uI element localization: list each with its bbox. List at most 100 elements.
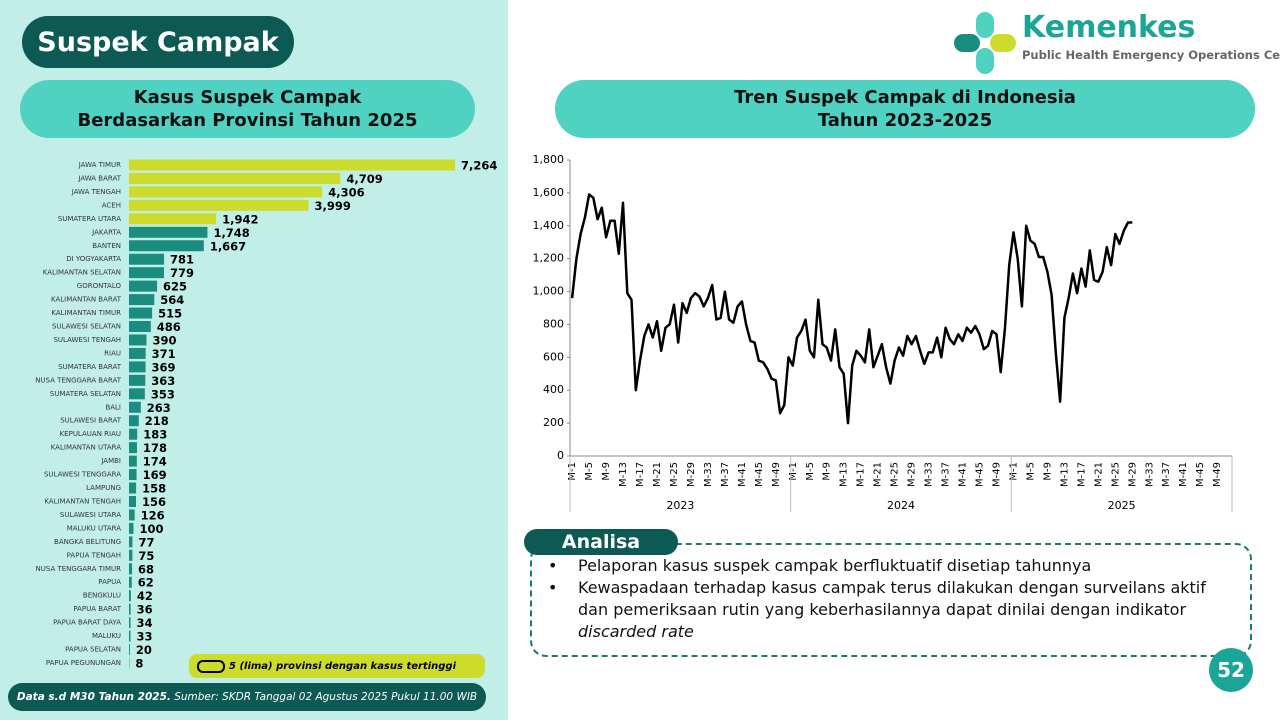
- x-tick-label: M-25: [669, 462, 680, 487]
- value-label: 1,667: [210, 239, 246, 253]
- category-label: BANGKA BELITUNG: [54, 538, 121, 546]
- slide-title: Suspek Campak: [22, 16, 294, 68]
- x-tick-label: M-9: [822, 462, 833, 481]
- bullet-emphasis: discarded rate: [578, 622, 694, 641]
- value-label: 486: [157, 320, 181, 334]
- category-label: PAPUA: [98, 578, 121, 586]
- note-icon: [197, 659, 225, 673]
- category-label: SULAWESI UTARA: [60, 511, 121, 519]
- value-label: 178: [143, 441, 167, 455]
- x-tick-label: M-21: [652, 462, 663, 487]
- value-label: 515: [158, 307, 182, 321]
- bullet-text: Kewaspadaan terhadap kasus campak terus …: [578, 578, 1206, 619]
- category-label: BALI: [105, 403, 121, 411]
- note: 5 (lima) provinsi dengan kasus tertinggi: [189, 654, 485, 678]
- x-tick-label: M-37: [720, 462, 731, 487]
- value-label: 1,942: [222, 212, 258, 226]
- value-label: 7,264: [461, 159, 497, 173]
- category-label: GORONTALO: [77, 282, 122, 290]
- category-label: JAKARTA: [91, 228, 121, 236]
- value-label: 77: [138, 535, 154, 549]
- chart-subtitle: Berdasarkan Provinsi Tahun 2025: [77, 110, 418, 131]
- x-tick-label: M-5: [805, 462, 816, 481]
- value-label: 263: [147, 401, 171, 415]
- logo: Kemenkes Public Health Emergency Operati…: [952, 8, 1280, 78]
- chart-subtitle: Tahun 2023-2025: [817, 110, 993, 131]
- category-label: NUSA TENGGARA BARAT: [35, 376, 122, 384]
- analysis-box: • Pelaporan kasus suspek campak berfluktu…: [530, 543, 1252, 657]
- x-tick-label: M-33: [703, 462, 714, 487]
- x-tick-label: M-37: [1161, 462, 1172, 487]
- y-tick-label: 1,600: [533, 186, 565, 199]
- chart-title: Tren Suspek Campak di Indonesia: [734, 87, 1076, 108]
- value-label: 75: [138, 549, 154, 563]
- title-text: Suspek Campak: [37, 26, 279, 58]
- category-label: SUMATERA SELATAN: [50, 390, 121, 398]
- value-label: 625: [163, 280, 187, 294]
- x-tick-label: M-25: [890, 462, 901, 487]
- bar: [129, 199, 309, 211]
- category-label: KALIMANTAN SELATAN: [43, 269, 121, 277]
- category-label: JAWA TIMUR: [78, 161, 121, 169]
- bar: [129, 644, 130, 656]
- x-tick-label: M-5: [1025, 462, 1036, 481]
- bar: [129, 442, 137, 454]
- bar: [129, 213, 217, 225]
- x-tick-label: M-1: [567, 462, 578, 481]
- value-label: 42: [137, 589, 153, 603]
- category-label: KEPULAUAN RIAU: [60, 430, 121, 438]
- footer: Data s.d M30 Tahun 2025. Sumber: SKDR Ta…: [8, 683, 486, 711]
- line-title: Tren Suspek Campak di Indonesia Tahun 202…: [555, 80, 1255, 138]
- bar: [129, 576, 132, 588]
- category-label: KALIMANTAN TENGAH: [44, 497, 121, 505]
- x-tick-label: M-29: [907, 462, 918, 487]
- x-tick-label: M-49: [1212, 462, 1223, 487]
- value-label: 183: [143, 428, 167, 442]
- x-tick-label: M-17: [635, 462, 646, 487]
- x-tick-label: M-21: [1093, 462, 1104, 487]
- bar-title: Kasus Suspek Campak Berdasarkan Provinsi …: [20, 80, 475, 138]
- category-label: BENGKULU: [83, 592, 121, 600]
- y-tick-label: 1,800: [533, 153, 565, 166]
- page-number: 52: [1209, 648, 1253, 692]
- value-label: 1,748: [213, 226, 249, 240]
- bar: [129, 617, 131, 629]
- x-tick-label: M-33: [1144, 462, 1155, 487]
- value-label: 174: [143, 455, 167, 469]
- logo-subtitle: Public Health Emergency Operations Cente…: [1022, 48, 1280, 62]
- bar: [129, 334, 147, 346]
- value-label: 4,306: [328, 185, 364, 199]
- bar: [129, 415, 139, 427]
- bullet: • Pelaporan kasus suspek campak berfluktu…: [548, 556, 1092, 575]
- y-tick-label: 400: [543, 383, 564, 396]
- category-label: PAPUA BARAT: [73, 605, 121, 613]
- x-tick-label: M-37: [941, 462, 952, 487]
- group-label: 2023: [666, 499, 694, 512]
- x-tick-label: M-29: [686, 462, 697, 487]
- x-tick-label: M-17: [1076, 462, 1087, 487]
- group-label: 2025: [1108, 499, 1136, 512]
- x-tick-label: M-5: [584, 462, 595, 481]
- logo-icon: [954, 12, 1016, 74]
- logo-name: Kemenkes: [1022, 10, 1196, 45]
- y-tick-label: 200: [543, 416, 564, 429]
- value-label: 353: [151, 387, 175, 401]
- category-label: MALUKU UTARA: [67, 524, 121, 532]
- bar: [129, 186, 323, 198]
- category-label: JAWA TENGAH: [71, 188, 121, 196]
- category-label: PAPUA PEGUNUNGAN: [46, 659, 121, 667]
- value-label: 156: [142, 495, 166, 509]
- bar: [129, 522, 134, 534]
- bar: [129, 549, 133, 561]
- value-label: 363: [151, 374, 175, 388]
- value-label: 371: [152, 347, 176, 361]
- y-tick-label: 0: [557, 449, 564, 462]
- bar: [129, 347, 146, 359]
- bar: [129, 536, 133, 548]
- category-label: SUMATERA BARAT: [58, 363, 122, 371]
- value-label: 20: [136, 643, 152, 657]
- x-tick-label: M-13: [618, 462, 629, 487]
- category-label: ACEH: [102, 201, 121, 209]
- x-tick-label: M-1: [1008, 462, 1019, 481]
